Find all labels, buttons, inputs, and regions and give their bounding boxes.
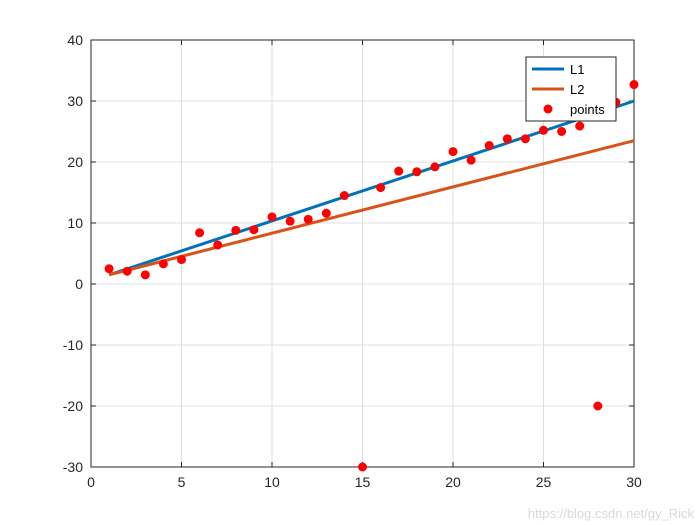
- legend-swatch-points: [543, 104, 553, 114]
- data-point: [140, 270, 150, 280]
- data-point: [539, 125, 548, 135]
- data-point: [104, 264, 114, 274]
- data-point: [575, 121, 585, 131]
- data-point: [520, 134, 530, 144]
- data-point: [303, 214, 313, 224]
- data-point: [285, 216, 295, 226]
- data-point: [122, 266, 132, 276]
- x-tick-label: 25: [536, 474, 552, 490]
- data-point: [321, 208, 331, 218]
- data-point: [249, 225, 259, 235]
- data-point: [213, 240, 223, 250]
- y-tick-label: -10: [63, 337, 83, 353]
- ticks: 0 5 10 15 20 25 30 -30 -20 -10 0 10 20 30 40: [63, 32, 642, 490]
- data-point: [376, 183, 386, 193]
- x-tick-label: 5: [178, 474, 186, 490]
- y-tick-label: -20: [63, 398, 83, 414]
- data-point: [593, 401, 603, 411]
- data-point: [412, 167, 422, 177]
- data-point: [557, 127, 567, 136]
- y-tick-label: -30: [63, 459, 83, 475]
- data-point: [430, 162, 440, 172]
- x-tick-label: 30: [626, 474, 642, 490]
- x-tick-label: 20: [445, 474, 461, 490]
- data-point: [466, 155, 476, 165]
- data-point: [177, 255, 186, 265]
- legend-label-points: points: [570, 102, 605, 117]
- data-point: [267, 212, 277, 222]
- data-point: [502, 134, 512, 144]
- data-point: [484, 141, 494, 151]
- y-tick-label: 30: [67, 93, 83, 109]
- data-point: [358, 462, 367, 472]
- legend: L1 L2 points: [525, 56, 617, 122]
- legend-label-l1: L1: [570, 62, 584, 77]
- data-point: [394, 166, 404, 176]
- y-tick-label: 0: [75, 276, 83, 292]
- x-tick-label: 0: [87, 474, 95, 490]
- x-tick-label: 15: [355, 474, 371, 490]
- y-tick-label: 40: [67, 32, 83, 48]
- legend-label-l2: L2: [570, 82, 584, 97]
- series: [104, 80, 639, 472]
- series-line-l2: [108, 139, 635, 277]
- x-tick-label: 10: [264, 474, 280, 490]
- watermark: https://blog.csdn.net/gy_Rick: [527, 506, 694, 521]
- data-point: [339, 191, 349, 201]
- data-point: [195, 228, 205, 238]
- data-point: [231, 225, 241, 235]
- y-tick-label: 10: [67, 215, 83, 231]
- y-tick-label: 20: [67, 154, 83, 170]
- data-point: [629, 80, 639, 90]
- data-point: [158, 259, 168, 269]
- data-point: [448, 147, 458, 157]
